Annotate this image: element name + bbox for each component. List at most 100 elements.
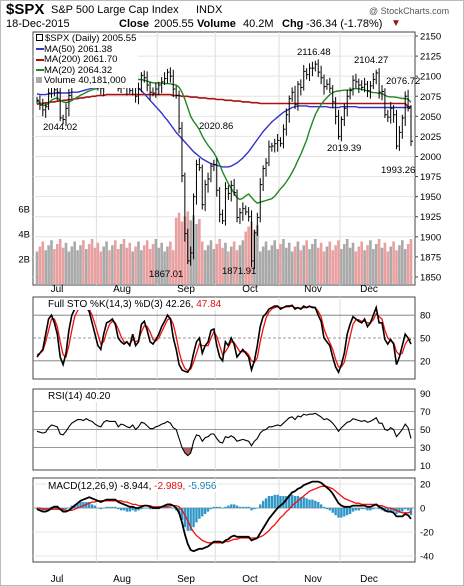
volume-bar: [180, 221, 184, 284]
macd-histogram-bar: [235, 505, 239, 508]
macd-tick-label: -40: [420, 552, 434, 563]
volume-bar: [357, 246, 361, 284]
macd-histogram-bar: [351, 508, 355, 512]
macd-histogram-bar: [293, 496, 297, 508]
macd-histogram-bar: [241, 506, 245, 508]
volume-bar: [316, 247, 320, 284]
volume-bar: [209, 240, 213, 284]
volume-bar: [334, 245, 337, 284]
volume-bar: [67, 251, 71, 284]
macd-histogram-bar: [406, 508, 410, 511]
volume-bar: [50, 240, 53, 284]
macd-histogram-bar: [273, 494, 276, 508]
volume-bar: [58, 239, 62, 284]
volume-bar: [82, 240, 85, 284]
macd-histogram-bar: [256, 508, 259, 509]
volume-bar: [47, 245, 50, 284]
macd-histogram-bar: [230, 504, 233, 508]
volume-bar: [337, 240, 340, 284]
annotation-2104: 2104.27: [354, 55, 389, 66]
legend-price: $SPX (Daily) 2005.55: [36, 33, 136, 45]
volume-bar: [270, 245, 274, 284]
volume-bar: [264, 241, 268, 284]
macd-tick-label: -20: [420, 528, 434, 539]
exchange-label: INDX: [196, 4, 223, 16]
macd-tick-label: 20: [420, 480, 431, 491]
volume-bar: [247, 226, 250, 284]
volume-bar: [84, 249, 88, 284]
macd-histogram-bar: [201, 508, 204, 517]
macd-histogram-bar: [232, 504, 236, 508]
macd-histogram-bar: [140, 508, 143, 510]
volume-bar: [154, 239, 158, 284]
sto-tick-label: 50: [420, 334, 431, 345]
macd-histogram-bar: [279, 496, 282, 508]
macd-histogram-bar: [238, 506, 242, 508]
volume-bar: [314, 239, 317, 284]
macd-histogram-bar: [79, 502, 82, 508]
price-tick-label: 1875: [420, 252, 441, 263]
volume-bar: [348, 247, 352, 284]
volume-bar: [366, 245, 369, 284]
x-tick-label-top: Nov: [304, 284, 322, 295]
rsi-tick-label: 70: [420, 407, 431, 418]
volume-bar: [319, 242, 323, 284]
volume-bar: [102, 246, 105, 284]
volume-bar: [93, 247, 97, 284]
volume-bar: [113, 240, 117, 284]
volume-bar: [305, 240, 308, 284]
macd-histogram-bar: [372, 508, 375, 510]
x-tick-label-top: Sep: [177, 284, 195, 295]
macd-histogram-bar: [319, 504, 323, 508]
macd-histogram-bar: [357, 508, 361, 511]
x-tick-label-bottom: Aug: [113, 574, 131, 585]
x-tick-label-bottom: Jul: [51, 574, 64, 585]
close-label: Close: [119, 18, 149, 30]
macd-histogram-bar: [206, 508, 210, 512]
annotation-2044: 2044.02: [43, 122, 78, 133]
macd-histogram-bar: [218, 506, 221, 508]
macd-histogram-bar: [334, 508, 337, 516]
volume-bar: [279, 244, 282, 284]
volume-bar: [134, 246, 137, 284]
volume-bar: [70, 246, 74, 284]
volume-bar: [258, 251, 262, 284]
volume-bar: [372, 249, 375, 284]
macd-histogram-bar: [134, 508, 137, 512]
macd-histogram-bar: [105, 506, 108, 508]
macd-histogram-bar: [160, 508, 163, 509]
sto-k-line: [36, 304, 412, 375]
annotation-1871: 1871.91: [222, 266, 257, 277]
macd-histogram-bar: [331, 508, 334, 513]
macd-histogram-bar: [270, 496, 274, 508]
chart-symbol: $SPX: [6, 1, 45, 18]
macd-histogram-bar: [285, 496, 288, 508]
volume-bar: [290, 251, 294, 284]
rsi-label: RSI(14) 40.20: [47, 391, 112, 402]
macd-histogram-bar: [67, 508, 71, 509]
macd-label: MACD(12,26,9) -8.944, -2.989, -5.956: [47, 481, 218, 492]
volume-bar: [241, 240, 245, 284]
price-tick-label: 1925: [420, 212, 441, 223]
volume-bar: [38, 246, 42, 284]
volume-bar: [398, 245, 401, 284]
legend-ma50: MA(50) 2061.38: [36, 44, 136, 56]
volume-bar: [267, 250, 271, 284]
volume-bar: [212, 249, 216, 284]
volume-bar: [380, 247, 384, 284]
rsi-tick-label: 10: [420, 461, 431, 472]
macd-histogram-bar: [145, 508, 149, 509]
macd-histogram-bar: [308, 499, 311, 508]
volume-bar: [160, 242, 163, 284]
annotation-1993: 1993.26: [381, 165, 416, 176]
volume-bar: [401, 240, 404, 284]
macd-histogram-bar: [348, 508, 352, 514]
volume-bar: [287, 242, 291, 284]
volume-bar: [96, 242, 100, 284]
macd-histogram-bar: [288, 494, 291, 508]
volume-bar: [363, 250, 366, 284]
price-tick-label: 2075: [420, 92, 441, 103]
volume-bar: [157, 247, 161, 284]
macd-histogram-bar: [386, 508, 390, 512]
macd-histogram-bar: [253, 508, 256, 510]
